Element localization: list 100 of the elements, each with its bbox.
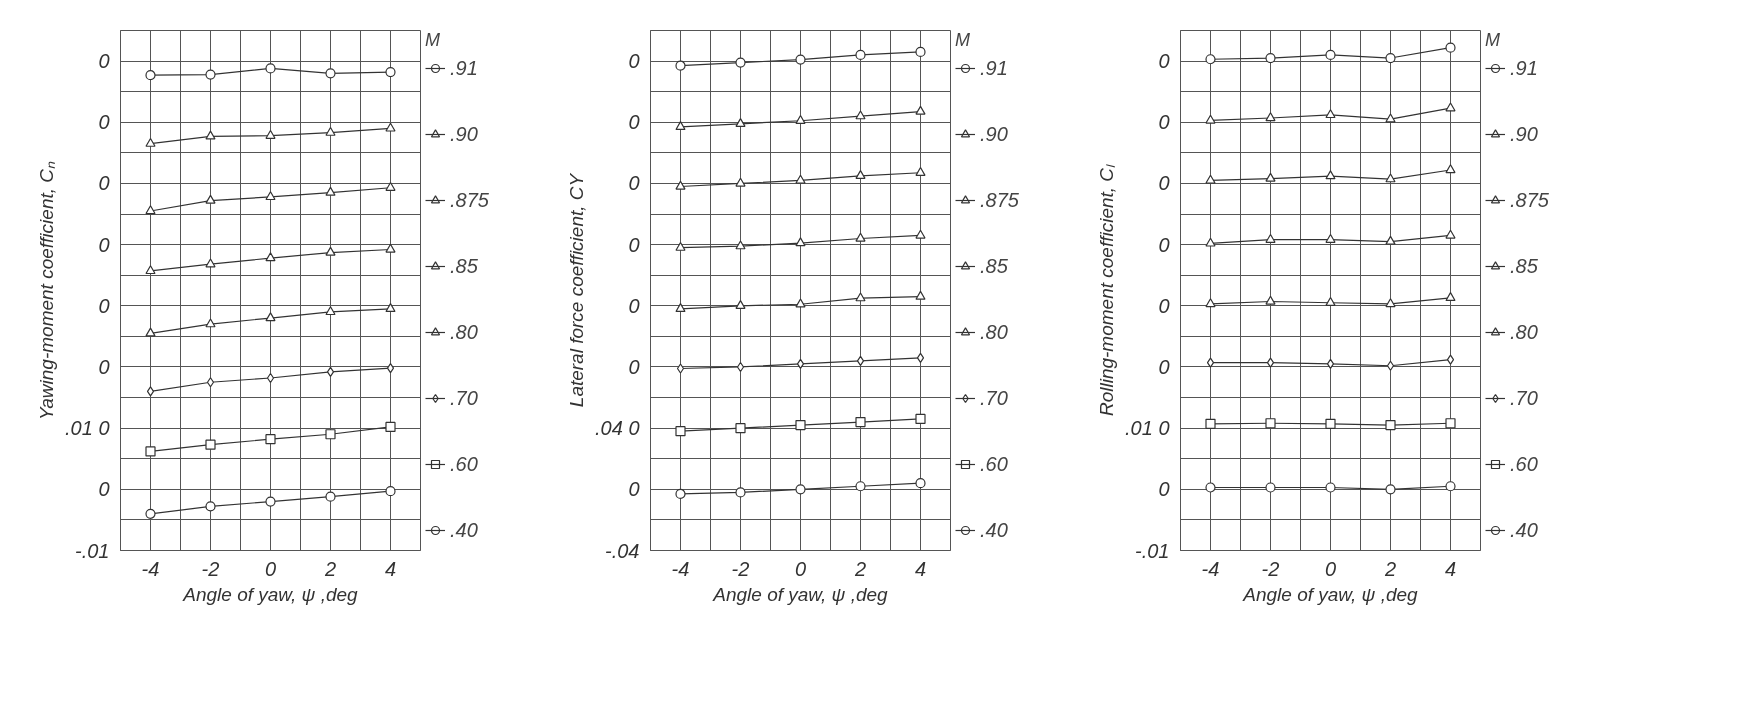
point (1385, 298, 1396, 308)
point (1445, 102, 1456, 112)
point (675, 121, 686, 131)
point (795, 114, 806, 124)
x-tick-label: 4 (914, 557, 927, 580)
point (1445, 292, 1456, 302)
x-tick-label: 2 (853, 557, 867, 580)
point (1205, 298, 1216, 308)
point (796, 358, 805, 370)
point (325, 429, 336, 440)
point (915, 46, 926, 57)
y-tick-label: 0 (98, 111, 110, 134)
point (205, 130, 216, 140)
point (385, 243, 396, 253)
point (675, 60, 686, 71)
legend-label: .70 (450, 386, 479, 410)
point (795, 54, 806, 65)
point (735, 118, 746, 127)
legend-label: .90 (1510, 122, 1539, 146)
x-axis-title: Angle of yaw, ψ ,deg (182, 583, 359, 605)
point (1205, 114, 1216, 124)
x-tick-label: 2 (323, 557, 337, 580)
point (145, 508, 156, 519)
point (325, 491, 336, 502)
y-tick-label: 0 (1158, 172, 1170, 195)
legend-title: M (425, 30, 441, 51)
legend-label: .875 (450, 188, 490, 212)
legend-label: .85 (1510, 254, 1539, 278)
y-tick-label: 0 (628, 233, 640, 256)
y-tick-label: 0 (628, 478, 640, 501)
point (1325, 233, 1336, 243)
legend-label: .70 (980, 386, 1009, 410)
point (735, 487, 746, 498)
point (1325, 418, 1336, 429)
point (675, 426, 686, 437)
point (915, 166, 926, 176)
point (1385, 235, 1396, 245)
point (736, 361, 745, 373)
point (1205, 237, 1216, 247)
point (1385, 419, 1396, 431)
point (1265, 112, 1276, 122)
point (1445, 164, 1456, 174)
point (325, 68, 336, 79)
point (1386, 360, 1395, 371)
point (915, 478, 926, 489)
point (1265, 482, 1276, 493)
x-tick-label: -2 (201, 557, 220, 580)
y-tick-label: 0 (1158, 355, 1170, 378)
y-tick-label: 0 (98, 294, 110, 317)
point (145, 70, 156, 81)
point (735, 240, 746, 250)
point (795, 174, 806, 184)
legend-label: .91 (450, 56, 479, 80)
point (675, 241, 686, 251)
point (855, 416, 866, 428)
x-tick-label: -4 (1201, 557, 1220, 580)
y-tick-label: 0 (98, 233, 110, 256)
x-tick-label: -2 (731, 557, 750, 580)
legend-label: .40 (450, 518, 479, 542)
point (145, 205, 156, 215)
point (385, 122, 396, 132)
point (1205, 418, 1216, 429)
point (1445, 481, 1456, 492)
legend-label: .80 (980, 320, 1009, 344)
y-tick-label: 0 (98, 172, 110, 195)
y-tick-label: 0 (628, 294, 640, 317)
legend-label: .875 (1510, 188, 1550, 212)
x-tick-label: 0 (264, 557, 277, 580)
point (1325, 482, 1336, 493)
point (735, 57, 746, 68)
legend-label: .60 (1510, 452, 1539, 476)
point (675, 488, 686, 499)
y-axis-title: Yawing-moment coefficient, Cₙ (36, 161, 58, 420)
legend-title: M (955, 30, 971, 51)
point (795, 484, 806, 495)
point (1266, 357, 1275, 368)
point (145, 446, 156, 457)
point (386, 363, 395, 374)
legend-label: .60 (980, 452, 1009, 476)
point (266, 372, 275, 384)
point (205, 439, 216, 450)
point (1265, 295, 1276, 305)
point (915, 290, 926, 300)
legend-label: .90 (450, 122, 479, 146)
point (205, 69, 216, 80)
point (1265, 418, 1276, 429)
legend-label: .85 (450, 254, 479, 278)
point (145, 137, 156, 147)
y-axis-title: Rolling-moment coefficient, Cₗ (1096, 163, 1118, 417)
point (795, 237, 806, 247)
x-tick-label: -4 (141, 557, 160, 580)
y-tick-label: -.04 (605, 539, 640, 562)
x-tick-label: 0 (1324, 557, 1337, 580)
y-tick-label: 0 (628, 50, 640, 73)
legend-label: .85 (980, 254, 1009, 278)
point (676, 363, 685, 374)
legend-label: .875 (980, 188, 1020, 212)
x-tick-label: 4 (384, 557, 397, 580)
point (385, 303, 396, 313)
point (1385, 52, 1396, 64)
